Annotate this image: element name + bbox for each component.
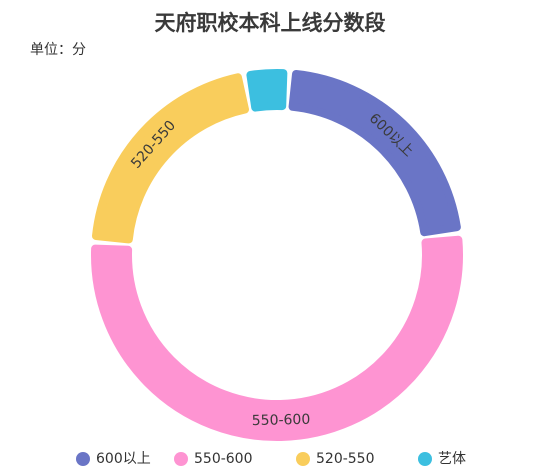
legend-swatch-1[interactable]	[76, 452, 90, 466]
slice-2[interactable]	[91, 235, 463, 441]
legend-label-1[interactable]: 600以上	[96, 451, 151, 467]
legend-swatch-3[interactable]	[296, 452, 310, 466]
slice-1[interactable]	[288, 69, 461, 237]
legend-label-2[interactable]: 550-600	[194, 451, 253, 467]
legend-swatch-4[interactable]	[418, 452, 432, 466]
legend-swatch-2[interactable]	[174, 452, 188, 466]
legend: 600以上 550-600 520-550 艺体	[76, 451, 466, 467]
slice-4[interactable]	[246, 69, 288, 112]
unit-label: 单位：分	[30, 42, 86, 58]
donut-slices	[91, 69, 463, 441]
chart-title: 天府职校本科上线分数段	[155, 11, 386, 35]
legend-label-3[interactable]: 520-550	[316, 451, 375, 467]
slice-3[interactable]	[91, 73, 250, 244]
slice-label-2: 550-600	[252, 412, 311, 429]
legend-label-4[interactable]: 艺体	[438, 451, 466, 467]
